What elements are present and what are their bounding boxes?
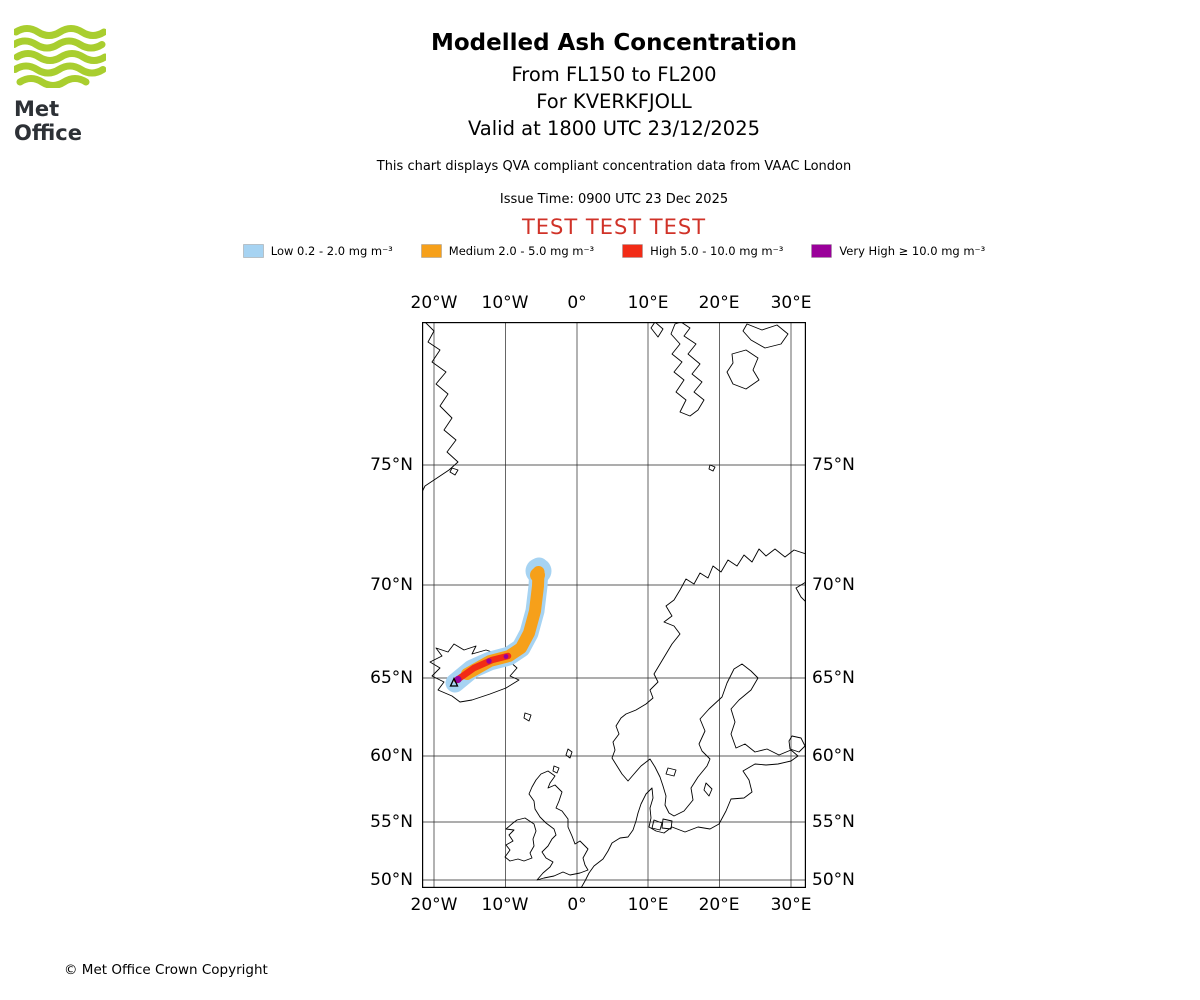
lon-label-top-2: 0° xyxy=(567,293,587,313)
ireland-coast xyxy=(504,817,537,862)
legend-label-high: High 5.0 - 10.0 mg m⁻³ xyxy=(650,244,784,258)
legend-swatch-medium xyxy=(421,244,442,258)
coastlines xyxy=(422,322,806,888)
lon-label-bottom-4: 20°E xyxy=(698,895,740,915)
chart-description: This chart displays QVA compliant concen… xyxy=(376,159,852,174)
subtitle-valid-time: Valid at 1800 UTC 23/12/2025 xyxy=(467,117,761,140)
lon-label-bottom-1: 10°W xyxy=(481,895,529,915)
lat-label-right-0: 75°N xyxy=(812,455,855,475)
lat-label-left-5: 50°N xyxy=(370,870,413,890)
svalbard-spitsbergen xyxy=(670,322,705,417)
svalbard-west-islet xyxy=(650,322,664,338)
plume-very-high-blob-1 xyxy=(454,675,462,684)
plume-high-contour xyxy=(453,652,512,684)
lat-label-right-5: 50°N xyxy=(812,870,855,890)
shetland xyxy=(565,748,573,759)
ash-plume xyxy=(445,557,552,693)
test-banner: TEST TEST TEST xyxy=(521,215,707,239)
lon-label-bottom-3: 10°E xyxy=(627,895,669,915)
plume-very-high-blob-3 xyxy=(503,654,509,659)
kola-inlet xyxy=(795,581,806,603)
legend-item-very-high: Very High ≥ 10.0 mg m⁻³ xyxy=(811,244,985,258)
lat-label-left-4: 55°N xyxy=(370,812,413,832)
met-office-logo: Met Office xyxy=(10,24,124,145)
gotland xyxy=(703,782,713,797)
volcano-marker xyxy=(449,676,459,687)
legend-label-very-high: Very High ≥ 10.0 mg m⁻³ xyxy=(839,244,986,258)
legend-swatch-very-high xyxy=(811,244,833,258)
plume-very-high-blob-2 xyxy=(486,658,492,664)
scandinavia-mainland-coast xyxy=(580,548,806,888)
lon-label-top-5: 30°E xyxy=(770,293,812,313)
graticule-grid xyxy=(422,322,806,888)
legend-item-low: Low 0.2 - 2.0 mg m⁻³ xyxy=(243,244,393,258)
plume-medium-head xyxy=(530,567,545,583)
map-panel xyxy=(422,322,806,888)
map-border xyxy=(422,322,806,888)
orkney xyxy=(552,765,560,774)
faroe-islands xyxy=(523,712,532,722)
svalbard-nordaustlandet xyxy=(742,323,789,349)
lon-label-bottom-5: 30°E xyxy=(770,895,812,915)
legend-swatch-high xyxy=(622,244,643,258)
subtitle-flight-levels: From FL150 to FL200 xyxy=(511,63,717,86)
iceland-coast xyxy=(429,643,520,703)
subtitle-volcano: For KVERKFJOLL xyxy=(536,90,692,113)
greenland-coast xyxy=(422,322,459,493)
legend-item-medium: Medium 2.0 - 5.0 mg m⁻³ xyxy=(421,244,594,258)
danish-island-fyn xyxy=(651,819,663,831)
great-britain-coast xyxy=(528,770,589,881)
lon-label-top-1: 10°W xyxy=(481,293,529,313)
lat-label-right-1: 70°N xyxy=(812,575,855,595)
lon-label-top-3: 10°E xyxy=(627,293,669,313)
lat-label-left-0: 75°N xyxy=(370,455,413,475)
lat-label-right-4: 55°N xyxy=(812,812,855,832)
lon-label-bottom-0: 20°W xyxy=(410,895,458,915)
lat-label-left-3: 60°N xyxy=(370,746,413,766)
lon-label-bottom-2: 0° xyxy=(567,895,587,915)
page-title: Modelled Ash Concentration xyxy=(430,30,798,56)
legend-label-medium: Medium 2.0 - 5.0 mg m⁻³ xyxy=(448,244,595,258)
lat-label-right-2: 65°N xyxy=(812,668,855,688)
lake-ladoga xyxy=(788,735,806,753)
issue-time: Issue Time: 0900 UTC 23 Dec 2025 xyxy=(499,192,729,207)
danish-island-zealand xyxy=(661,818,673,830)
lake-vanern xyxy=(665,767,677,777)
lon-label-top-0: 20°W xyxy=(410,293,458,313)
bear-island xyxy=(708,464,716,472)
met-office-logo-waves xyxy=(10,25,109,89)
legend: Low 0.2 - 2.0 mg m⁻³ Medium 2.0 - 5.0 mg… xyxy=(14,244,1200,258)
lon-label-top-4: 20°E xyxy=(698,293,740,313)
met-office-logo-text: Met Office xyxy=(14,97,82,145)
lat-label-left-2: 65°N xyxy=(370,668,413,688)
greenland-island xyxy=(449,467,459,476)
legend-item-high: High 5.0 - 10.0 mg m⁻³ xyxy=(622,244,783,258)
legend-swatch-low xyxy=(243,244,264,258)
svalbard-edgeoya xyxy=(726,349,760,390)
lat-label-left-1: 70°N xyxy=(370,575,413,595)
copyright-notice: © Met Office Crown Copyright xyxy=(64,962,268,978)
legend-label-low: Low 0.2 - 2.0 mg m⁻³ xyxy=(270,244,393,258)
lat-label-right-3: 60°N xyxy=(812,746,855,766)
